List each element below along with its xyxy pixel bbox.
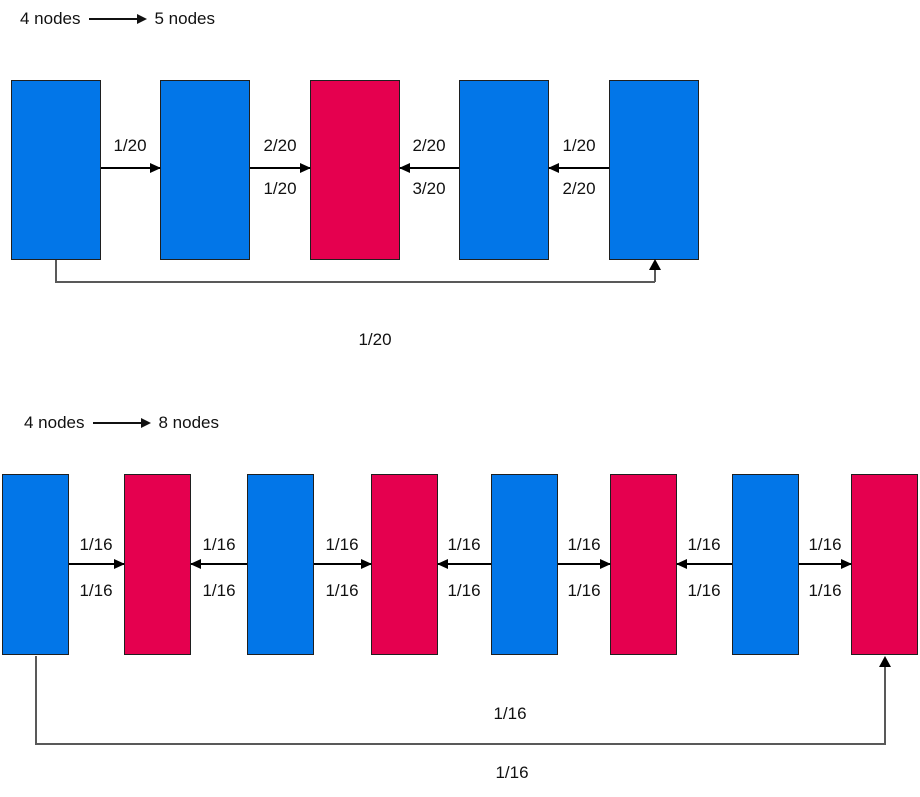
d1-arrow-4-top-label: 1/20: [562, 136, 596, 155]
d2-arrow-5-top-label: 1/16: [567, 535, 601, 554]
d2-arrow-3-bottom-label: 1/16: [325, 581, 359, 600]
d2-arrow-7-bottom-label: 1/16: [808, 581, 842, 600]
d1-arrow-3-bottom-label: 3/20: [412, 179, 446, 198]
arrowhead-left-icon: [190, 559, 201, 569]
right-arrow-icon: [88, 14, 147, 24]
diagram2-title: 4 nodes 8 nodes: [24, 413, 219, 433]
d2-node-5: [491, 474, 558, 655]
arrowhead-left-icon: [548, 163, 559, 173]
arrowhead-right-icon: [150, 163, 161, 173]
d1-arrow-2-top-label: 2/20: [263, 136, 297, 155]
d1-arrow-4-bottom-label: 2/20: [562, 179, 596, 198]
d2-arrow-5-bottom-label: 1/16: [567, 581, 601, 600]
d1-wrap-connector-across: [55, 281, 655, 283]
d2-node-3: [247, 474, 314, 655]
d1-arrow-1-top-label: 1/20: [113, 136, 147, 155]
d2-wrap-connector-across: [35, 743, 886, 745]
d2-arrow-1-bottom-label: 1/16: [79, 581, 113, 600]
d2-node-6-new: [610, 474, 677, 655]
d1-node-1: [11, 80, 101, 260]
d2-arrow-4-bottom-label: 1/16: [447, 581, 481, 600]
arrowhead-right-icon: [600, 559, 611, 569]
right-arrow-icon: [92, 418, 151, 428]
d2-wrap-label-below: 1/16: [495, 763, 529, 782]
arrowhead-right-icon: [841, 559, 852, 569]
d1-wrap-connector-down: [55, 260, 57, 283]
d2-wrap-connector-up: [884, 667, 886, 744]
arrowhead-left-icon: [399, 163, 410, 173]
d1-arrow-1-right: [101, 163, 161, 173]
d2-arrow-4-top-label: 1/16: [447, 535, 481, 554]
d1-arrow-3-left: [399, 163, 459, 173]
diagram2-title-to: 8 nodes: [158, 413, 220, 432]
arrowhead-right-icon: [361, 559, 372, 569]
d2-arrow-2-top-label: 1/16: [202, 535, 236, 554]
diagram2-title-from: 4 nodes: [24, 413, 85, 432]
d1-arrow-4-left: [548, 163, 609, 173]
d2-arrow-7-right: [799, 559, 852, 569]
d2-node-2-new: [124, 474, 191, 655]
d2-arrow-3-right: [314, 559, 372, 569]
d2-arrow-5-right: [558, 559, 611, 569]
d2-node-4-new: [371, 474, 438, 655]
d2-arrow-7-top-label: 1/16: [808, 535, 842, 554]
diagram1-title-from: 4 nodes: [20, 9, 81, 28]
d1-wrap-connector-up: [654, 269, 656, 282]
d1-arrow-3-top-label: 2/20: [412, 136, 446, 155]
d2-arrow-2-left: [190, 559, 247, 569]
d1-node-5: [609, 80, 699, 260]
d2-arrow-2-bottom-label: 1/16: [202, 581, 236, 600]
arrowhead-left-icon: [437, 559, 448, 569]
d2-arrow-1-top-label: 1/16: [79, 535, 113, 554]
arrowhead-up-icon: [649, 259, 661, 270]
d1-node-3-new: [310, 80, 400, 260]
d1-wrap-label: 1/20: [358, 330, 392, 349]
d2-node-7: [732, 474, 799, 655]
d2-wrap-connector-down: [35, 656, 37, 745]
d2-arrow-6-top-label: 1/16: [687, 535, 721, 554]
diagram1-title: 4 nodes 5 nodes: [20, 9, 215, 29]
d1-arrow-2-right: [250, 163, 311, 173]
d2-wrap-label-above: 1/16: [493, 704, 527, 723]
arrowhead-right-icon: [300, 163, 311, 173]
d2-node-8-new: [851, 474, 918, 655]
d2-node-1: [2, 474, 69, 655]
d1-arrow-2-bottom-label: 1/20: [263, 179, 297, 198]
d2-arrow-4-left: [437, 559, 491, 569]
d1-node-2: [160, 80, 250, 260]
arrowhead-left-icon: [676, 559, 687, 569]
d2-arrow-1-right: [69, 559, 125, 569]
arrowhead-up-icon: [879, 656, 891, 667]
d2-arrow-6-left: [676, 559, 732, 569]
arrowhead-right-icon: [114, 559, 125, 569]
d2-arrow-3-top-label: 1/16: [325, 535, 359, 554]
d1-node-4: [459, 80, 549, 260]
diagram1-title-to: 5 nodes: [154, 9, 216, 28]
d2-arrow-6-bottom-label: 1/16: [687, 581, 721, 600]
